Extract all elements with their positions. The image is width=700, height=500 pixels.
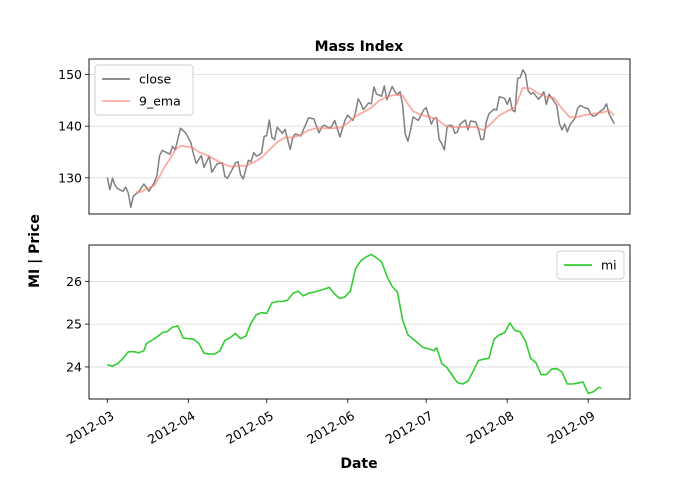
chart-title: Mass Index bbox=[315, 39, 404, 55]
legend-frame bbox=[94, 64, 194, 116]
y-tick-label: 140 bbox=[58, 119, 82, 134]
legend-label-9_ema: 9_ema bbox=[139, 94, 181, 109]
y-tick-label: 26 bbox=[66, 274, 82, 289]
y-tick-label: 130 bbox=[58, 170, 82, 185]
y-tick-label: 150 bbox=[58, 67, 82, 82]
x-tick-label: 2012-08 bbox=[464, 408, 517, 447]
legend: close 9_ema bbox=[94, 64, 194, 116]
plot-frame bbox=[88, 244, 631, 400]
plot-frame bbox=[88, 58, 631, 215]
x-tick-label: 2012-09 bbox=[545, 408, 598, 447]
series-line-9_ema bbox=[135, 87, 615, 194]
x-axis-label: Date bbox=[340, 456, 377, 472]
y-tick-label: 24 bbox=[66, 359, 82, 374]
series-line-mi bbox=[107, 253, 602, 395]
legend: mi bbox=[556, 250, 625, 280]
x-axis-ticks: 2012-03 2012-04 2012-05 2012-06 2012-07 2012-… bbox=[64, 399, 598, 447]
series-line-close bbox=[106, 69, 615, 209]
price-panel: 130 140 150 close 9_ema bbox=[58, 58, 631, 215]
x-tick-label: 2012-06 bbox=[304, 408, 357, 447]
y-tick-label: 25 bbox=[66, 317, 82, 332]
x-tick-label: 2012-03 bbox=[64, 408, 117, 447]
x-tick-label: 2012-05 bbox=[223, 408, 276, 447]
legend-label-close: close bbox=[139, 72, 172, 87]
y-axis-label: MI | Price bbox=[27, 214, 43, 288]
mass-index-panel: 24 25 26 mi bbox=[66, 244, 631, 400]
x-tick-label: 2012-07 bbox=[383, 408, 436, 447]
legend-label-mi: mi bbox=[601, 258, 617, 273]
x-tick-label: 2012-04 bbox=[145, 408, 198, 447]
